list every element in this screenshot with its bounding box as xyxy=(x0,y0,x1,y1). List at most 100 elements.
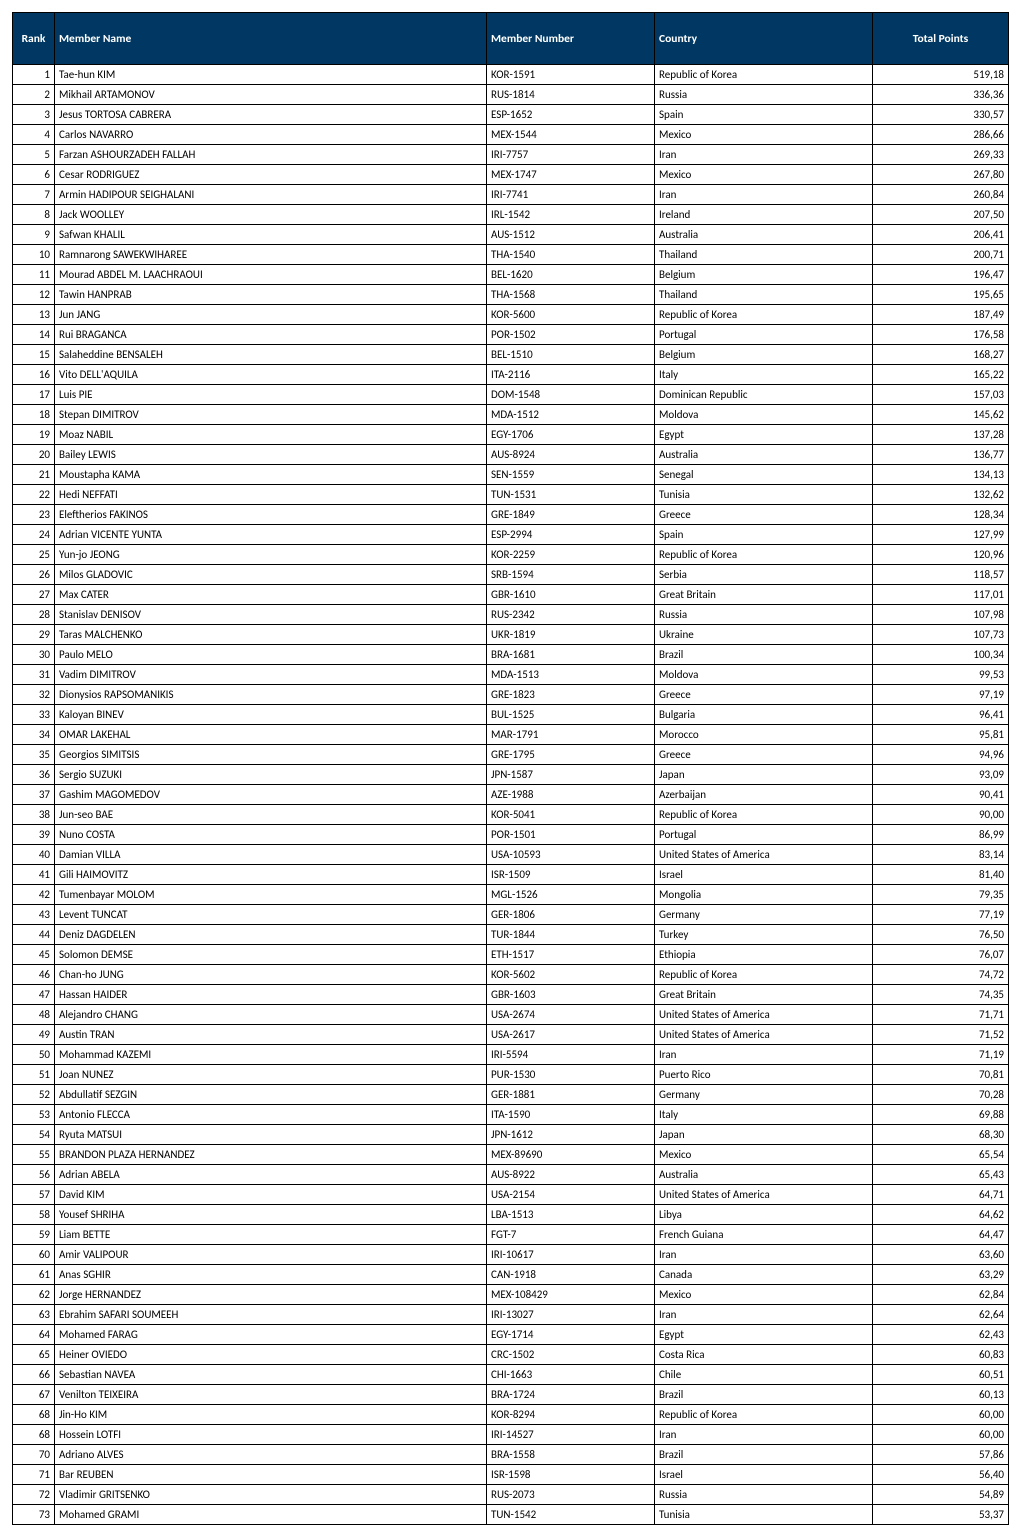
table-row: 25Yun-jo JEONGKOR-2259Republic of Korea1… xyxy=(13,545,1009,565)
cell-rank: 55 xyxy=(13,1145,55,1165)
cell-member: BRA-1724 xyxy=(487,1385,655,1405)
cell-rank: 3 xyxy=(13,105,55,125)
cell-member: IRI-10617 xyxy=(487,1245,655,1265)
cell-country: Australia xyxy=(655,445,873,465)
cell-points: 207,50 xyxy=(873,205,1009,225)
cell-member: ETH-1517 xyxy=(487,945,655,965)
table-row: 10Ramnarong SAWEKWIHAREETHA-1540Thailand… xyxy=(13,245,1009,265)
cell-points: 107,73 xyxy=(873,625,1009,645)
table-row: 71Bar REUBENISR-1598Israel56,40 xyxy=(13,1465,1009,1485)
table-row: 22Hedi NEFFATITUN-1531Tunisia132,62 xyxy=(13,485,1009,505)
cell-rank: 19 xyxy=(13,425,55,445)
table-row: 12Tawin HANPRABTHA-1568Thailand195,65 xyxy=(13,285,1009,305)
cell-rank: 23 xyxy=(13,505,55,525)
table-row: 64Mohamed FARAGEGY-1714Egypt62,43 xyxy=(13,1325,1009,1345)
cell-member: SRB-1594 xyxy=(487,565,655,585)
cell-points: 157,03 xyxy=(873,385,1009,405)
cell-name: Mohammad KAZEMI xyxy=(55,1045,487,1065)
table-row: 51Joan NUNEZPUR-1530Puerto Rico70,81 xyxy=(13,1065,1009,1085)
cell-rank: 36 xyxy=(13,765,55,785)
cell-member: TUN-1542 xyxy=(487,1505,655,1525)
cell-rank: 44 xyxy=(13,925,55,945)
table-row: 17Luis PIEDOM-1548Dominican Republic157,… xyxy=(13,385,1009,405)
cell-name: Armin HADIPOUR SEIGHALANI xyxy=(55,185,487,205)
table-row: 72Vladimir GRITSENKORUS-2073Russia54,89 xyxy=(13,1485,1009,1505)
cell-rank: 46 xyxy=(13,965,55,985)
cell-country: Israel xyxy=(655,1465,873,1485)
cell-member: ITA-1590 xyxy=(487,1105,655,1125)
cell-points: 99,53 xyxy=(873,665,1009,685)
cell-name: Tae-hun KIM xyxy=(55,65,487,85)
cell-points: 62,84 xyxy=(873,1285,1009,1305)
cell-points: 90,41 xyxy=(873,785,1009,805)
cell-points: 286,66 xyxy=(873,125,1009,145)
cell-country: Spain xyxy=(655,525,873,545)
cell-rank: 12 xyxy=(13,285,55,305)
cell-name: Mikhail ARTAMONOV xyxy=(55,85,487,105)
cell-name: Jesus TORTOSA CABRERA xyxy=(55,105,487,125)
cell-country: Brazil xyxy=(655,645,873,665)
cell-name: Adrian ABELA xyxy=(55,1165,487,1185)
cell-country: Republic of Korea xyxy=(655,545,873,565)
cell-member: AUS-1512 xyxy=(487,225,655,245)
cell-member: MEX-108429 xyxy=(487,1285,655,1305)
table-row: 15Salaheddine BENSALEHBEL-1510Belgium168… xyxy=(13,345,1009,365)
cell-country: Senegal xyxy=(655,465,873,485)
cell-country: Russia xyxy=(655,1485,873,1505)
table-row: 57David KIMUSA-2154United States of Amer… xyxy=(13,1185,1009,1205)
cell-points: 83,14 xyxy=(873,845,1009,865)
table-row: 59Liam BETTEFGT-7French Guiana64,47 xyxy=(13,1225,1009,1245)
cell-country: United States of America xyxy=(655,845,873,865)
cell-country: United States of America xyxy=(655,1185,873,1205)
cell-name: Vladimir GRITSENKO xyxy=(55,1485,487,1505)
cell-points: 64,71 xyxy=(873,1185,1009,1205)
cell-rank: 71 xyxy=(13,1465,55,1485)
cell-points: 53,37 xyxy=(873,1505,1009,1525)
cell-points: 63,29 xyxy=(873,1265,1009,1285)
cell-rank: 40 xyxy=(13,845,55,865)
cell-country: Republic of Korea xyxy=(655,805,873,825)
cell-member: BEL-1510 xyxy=(487,345,655,365)
cell-name: Levent TUNCAT xyxy=(55,905,487,925)
cell-country: Chile xyxy=(655,1365,873,1385)
cell-rank: 56 xyxy=(13,1165,55,1185)
cell-points: 65,43 xyxy=(873,1165,1009,1185)
cell-name: Moaz NABIL xyxy=(55,425,487,445)
cell-member: GBR-1610 xyxy=(487,585,655,605)
table-row: 20Bailey LEWISAUS-8924Australia136,77 xyxy=(13,445,1009,465)
cell-points: 94,96 xyxy=(873,745,1009,765)
cell-country: Bulgaria xyxy=(655,705,873,725)
cell-country: French Guiana xyxy=(655,1225,873,1245)
cell-rank: 62 xyxy=(13,1285,55,1305)
cell-country: United States of America xyxy=(655,1005,873,1025)
cell-country: Iran xyxy=(655,1305,873,1325)
table-row: 8Jack WOOLLEYIRL-1542Ireland207,50 xyxy=(13,205,1009,225)
table-row: 49Austin TRANUSA-2617United States of Am… xyxy=(13,1025,1009,1045)
cell-rank: 57 xyxy=(13,1185,55,1205)
cell-name: David KIM xyxy=(55,1185,487,1205)
cell-points: 330,57 xyxy=(873,105,1009,125)
cell-member: USA-2617 xyxy=(487,1025,655,1045)
cell-member: PUR-1530 xyxy=(487,1065,655,1085)
cell-member: POR-1502 xyxy=(487,325,655,345)
cell-points: 96,41 xyxy=(873,705,1009,725)
cell-points: 76,50 xyxy=(873,925,1009,945)
cell-points: 269,33 xyxy=(873,145,1009,165)
cell-points: 64,62 xyxy=(873,1205,1009,1225)
table-row: 31Vadim DIMITROVMDA-1513Moldova99,53 xyxy=(13,665,1009,685)
table-row: 1Tae-hun KIMKOR-1591Republic of Korea519… xyxy=(13,65,1009,85)
cell-country: Egypt xyxy=(655,1325,873,1345)
table-row: 24Adrian VICENTE YUNTAESP-2994Spain127,9… xyxy=(13,525,1009,545)
table-row: 32Dionysios RAPSOMANIKISGRE-1823Greece97… xyxy=(13,685,1009,705)
cell-rank: 28 xyxy=(13,605,55,625)
cell-name: Vadim DIMITROV xyxy=(55,665,487,685)
cell-points: 71,19 xyxy=(873,1045,1009,1065)
cell-name: Jorge HERNANDEZ xyxy=(55,1285,487,1305)
cell-name: Gili HAIMOVITZ xyxy=(55,865,487,885)
cell-rank: 68 xyxy=(13,1405,55,1425)
cell-member: EGY-1714 xyxy=(487,1325,655,1345)
cell-rank: 49 xyxy=(13,1025,55,1045)
cell-rank: 67 xyxy=(13,1385,55,1405)
cell-member: MEX-1544 xyxy=(487,125,655,145)
cell-name: Tumenbayar MOLOM xyxy=(55,885,487,905)
